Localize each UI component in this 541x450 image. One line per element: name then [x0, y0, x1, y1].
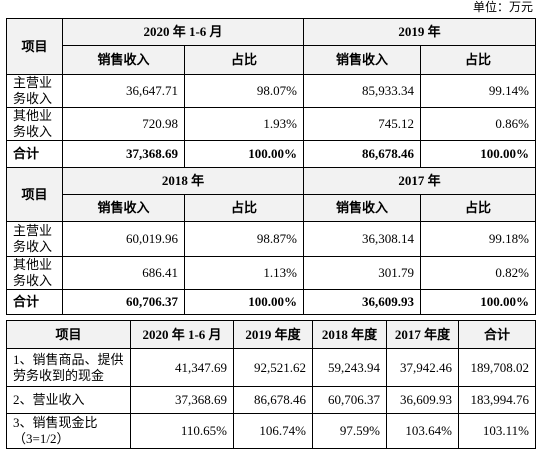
table-row: 销售收入 占比 销售收入 占比: [7, 45, 537, 75]
value-cell: 36,609.93: [303, 289, 421, 315]
header-cell: 2017 年度: [386, 320, 459, 349]
value-cell: 110.65%: [130, 413, 234, 449]
period-header: 2019 年: [302, 18, 537, 46]
value-cell: 99.14%: [419, 74, 537, 108]
table-row: 主营业务收入 36,647.71 98.07% 85,933.34 99.14%: [6, 74, 537, 108]
cash-ratio-table: 项目 2020 年 1-6 月 2019 年度 2018 年度 2017 年度 合计 1、销…: [6, 320, 536, 449]
value-cell: 0.86%: [419, 107, 537, 141]
header-cell: 2018 年度: [312, 320, 387, 349]
value-cell: 1.93%: [184, 107, 304, 141]
value-cell: 720.98: [62, 107, 185, 141]
value-cell: 99.18%: [419, 221, 537, 257]
value-cell: 745.12: [303, 107, 421, 141]
value-cell: 301.79: [303, 256, 421, 290]
table-row: 3、销售现金比（3=1/2） 110.65% 106.74% 97.59% 103.64…: [6, 413, 536, 449]
value-cell: 100.00%: [184, 289, 304, 315]
sub-header: 占比: [419, 194, 537, 222]
value-cell: 0.82%: [419, 256, 537, 290]
row-label: 2、营业收入: [6, 386, 131, 414]
value-cell: 37,368.69: [62, 140, 185, 168]
value-cell: 60,706.37: [62, 289, 185, 315]
unit-note: 单位：万元: [472, 0, 533, 14]
value-cell: 85,933.34: [303, 74, 421, 108]
header-cell: 项目: [6, 320, 131, 349]
header-cell: 2019 年度: [233, 320, 313, 349]
period-header: 2017 年: [302, 167, 537, 195]
header-cell: 2020 年 1-6 月: [130, 320, 234, 349]
value-cell: 686.41: [62, 256, 185, 290]
sub-header: 销售收入: [62, 45, 185, 75]
row-label: 1、销售商品、提供劳务收到的现金: [6, 348, 131, 387]
row-label: 3、销售现金比（3=1/2）: [6, 413, 131, 449]
value-cell: 100.00%: [419, 289, 537, 315]
row-label: 合计: [6, 289, 63, 315]
value-cell: 103.64%: [386, 413, 459, 449]
table-row: 主营业务收入 60,019.96 98.87% 36,308.14 99.18%: [6, 221, 537, 257]
value-cell: 1.13%: [184, 256, 304, 290]
value-cell: 59,243.94: [312, 348, 387, 387]
period-header: 2018 年: [62, 167, 304, 195]
value-cell: 100.00%: [419, 140, 537, 168]
value-cell: 98.07%: [184, 74, 304, 108]
value-cell: 86,678.46: [303, 140, 421, 168]
value-cell: 36,609.93: [386, 386, 459, 414]
table-row: 1、销售商品、提供劳务收到的现金 41,347.69 92,521.62 59,243…: [6, 348, 536, 387]
sub-header: 占比: [419, 45, 537, 75]
table-row: 合计 60,706.37 100.00% 36,609.93 100.00%: [6, 289, 537, 315]
sub-header: 销售收入: [303, 194, 421, 222]
table-row: 2、营业收入 37,368.69 86,678.46 60,706.37 36,609.…: [6, 386, 536, 414]
value-cell: 41,347.69: [130, 348, 234, 387]
header-cell: 合计: [458, 320, 536, 349]
table-row: 合计 37,368.69 100.00% 86,678.46 100.00%: [6, 140, 537, 168]
value-cell: 60,019.96: [62, 221, 185, 257]
table-row: 项目 2018 年 2017 年: [6, 167, 537, 222]
row-label: 主营业务收入: [6, 74, 63, 108]
value-cell: 36,308.14: [303, 221, 421, 257]
sub-header: 占比: [184, 194, 304, 222]
header-cell: 项目: [6, 18, 63, 75]
table-row: 项目 2020 年 1-6 月 2019 年: [6, 18, 537, 75]
value-cell: 98.87%: [184, 221, 304, 257]
value-cell: 103.11%: [458, 413, 536, 449]
revenue-table: 项目 2020 年 1-6 月 2019 年销售收入 占比 销售收入 占比 主营业务收入 36…: [6, 18, 537, 315]
value-cell: 97.59%: [312, 413, 387, 449]
period-header: 2020 年 1-6 月: [62, 18, 304, 46]
value-cell: 60,706.37: [312, 386, 387, 414]
table-row: 其他业务收入 686.41 1.13% 301.79 0.82%: [6, 256, 537, 290]
value-cell: 37,368.69: [130, 386, 234, 414]
value-cell: 37,942.46: [386, 348, 459, 387]
value-cell: 106.74%: [233, 413, 313, 449]
sub-header: 销售收入: [62, 194, 185, 222]
row-label: 主营业务收入: [6, 221, 63, 257]
sub-header: 销售收入: [303, 45, 421, 75]
value-cell: 100.00%: [184, 140, 304, 168]
value-cell: 86,678.46: [233, 386, 313, 414]
row-label: 合计: [6, 140, 63, 168]
table-row: 其他业务收入 720.98 1.93% 745.12 0.86%: [6, 107, 537, 141]
row-label: 其他业务收入: [6, 256, 63, 290]
table-row: 项目 2020 年 1-6 月 2019 年度 2018 年度 2017 年度 合计: [6, 320, 536, 349]
value-cell: 183,994.76: [458, 386, 536, 414]
value-cell: 189,708.02: [458, 348, 536, 387]
value-cell: 36,647.71: [62, 74, 185, 108]
header-cell: 项目: [6, 167, 63, 222]
table-row: 销售收入 占比 销售收入 占比: [7, 194, 537, 222]
value-cell: 92,521.62: [233, 348, 313, 387]
sub-header: 占比: [184, 45, 304, 75]
row-label: 其他业务收入: [6, 107, 63, 141]
